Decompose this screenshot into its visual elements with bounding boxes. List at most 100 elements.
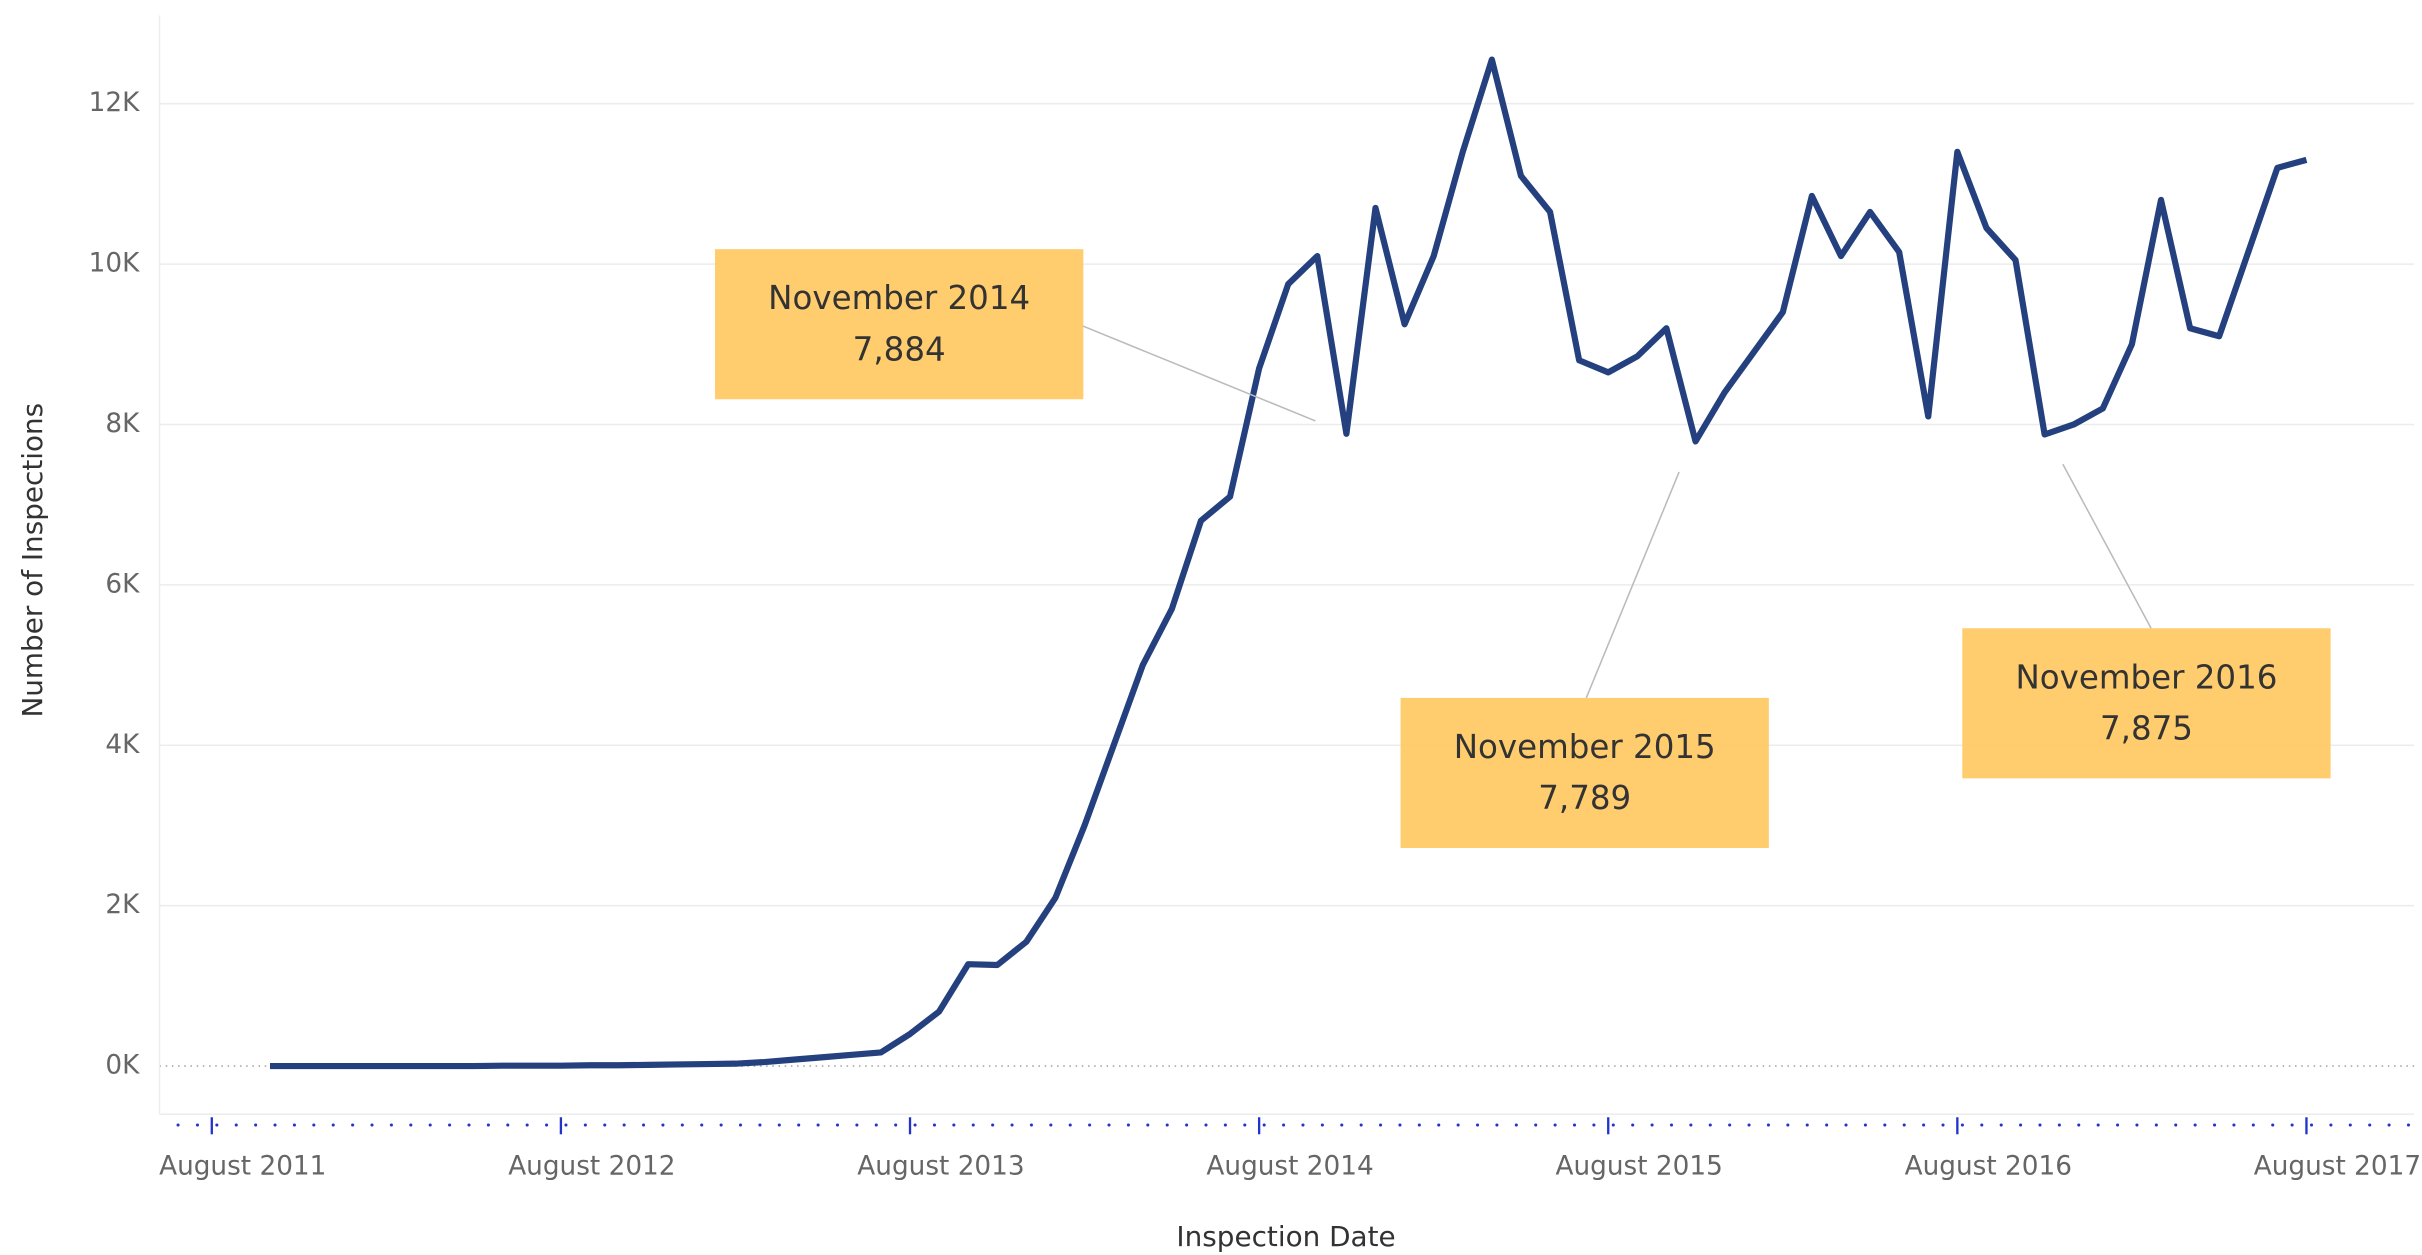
minor-tick bbox=[467, 1123, 471, 1127]
y-axis-title: Number of Inspections bbox=[16, 403, 49, 718]
minor-tick bbox=[738, 1123, 743, 1127]
minor-tick bbox=[2406, 1123, 2411, 1127]
minor-tick bbox=[2116, 1123, 2120, 1127]
minor-tick bbox=[1359, 1123, 1363, 1127]
minor-tick bbox=[1475, 1123, 1480, 1127]
minor-tick bbox=[816, 1123, 820, 1127]
minor-tick bbox=[894, 1123, 898, 1127]
minor-tick bbox=[2329, 1123, 2333, 1127]
minor-tick bbox=[389, 1123, 393, 1127]
minor-tick bbox=[991, 1123, 995, 1127]
minor-tick bbox=[448, 1123, 452, 1127]
y-tick-label: 6K bbox=[105, 569, 140, 599]
minor-tick bbox=[2077, 1123, 2081, 1127]
minor-tick bbox=[1844, 1123, 1848, 1127]
data-line bbox=[269, 56, 2308, 1070]
minor-tick bbox=[2174, 1123, 2178, 1127]
annotation-value: 7,875 bbox=[2100, 709, 2193, 747]
y-tick-label: 8K bbox=[105, 409, 140, 439]
minor-tick bbox=[1010, 1123, 1014, 1127]
x-tick-label: August 2011 bbox=[159, 1151, 326, 1181]
minor-tick bbox=[1941, 1123, 1945, 1127]
minor-tick bbox=[1514, 1123, 1518, 1127]
minor-tick bbox=[1708, 1123, 1712, 1127]
minor-tick bbox=[1805, 1123, 1809, 1127]
minor-tick bbox=[680, 1123, 684, 1127]
minor-tick bbox=[1999, 1123, 2003, 1127]
minor-tick bbox=[506, 1123, 510, 1127]
annotation-box bbox=[715, 249, 1084, 400]
minor-tick bbox=[1631, 1123, 1635, 1127]
y-tick-label: 4K bbox=[105, 730, 140, 760]
minor-tick bbox=[1398, 1123, 1402, 1127]
annotation-title: November 2016 bbox=[2015, 658, 2277, 696]
minor-tick bbox=[370, 1123, 374, 1127]
minor-tick bbox=[1611, 1123, 1615, 1127]
minor-tick bbox=[215, 1123, 219, 1127]
minor-tick bbox=[2251, 1123, 2255, 1127]
minor-tick bbox=[1572, 1123, 1577, 1127]
y-tick-label: 10K bbox=[89, 249, 140, 279]
minor-tick bbox=[583, 1123, 587, 1127]
minor-tick bbox=[913, 1123, 917, 1127]
annotation-leader bbox=[1079, 324, 1316, 422]
minor-tick bbox=[273, 1123, 277, 1127]
minor-tick bbox=[1204, 1123, 1208, 1127]
minor-tick bbox=[855, 1123, 859, 1127]
minor-tick bbox=[835, 1123, 840, 1127]
minor-tick bbox=[874, 1123, 878, 1127]
minor-tick bbox=[2038, 1123, 2042, 1127]
minor-tick bbox=[2387, 1123, 2391, 1127]
minor-tick bbox=[1088, 1123, 1092, 1127]
minor-tick bbox=[1728, 1123, 1732, 1127]
x-tick-label: August 2013 bbox=[857, 1151, 1024, 1181]
minor-tick bbox=[1786, 1123, 1790, 1127]
minor-tick bbox=[758, 1123, 762, 1127]
minor-tick bbox=[1223, 1123, 1227, 1127]
minor-tick bbox=[719, 1123, 723, 1127]
annotation-box bbox=[1400, 697, 1769, 849]
minor-tick bbox=[486, 1123, 490, 1127]
minor-tick bbox=[1922, 1123, 1926, 1127]
minor-tick bbox=[1689, 1123, 1693, 1127]
minor-tick bbox=[195, 1123, 200, 1127]
minor-tick bbox=[2154, 1123, 2158, 1127]
minor-tick bbox=[2212, 1123, 2217, 1127]
minor-tick bbox=[331, 1123, 335, 1127]
minor-tick bbox=[2232, 1123, 2236, 1127]
annotation-title: November 2015 bbox=[1454, 728, 1716, 766]
minor-tick bbox=[2290, 1123, 2294, 1127]
minor-tick bbox=[1553, 1123, 1557, 1127]
minor-tick bbox=[1592, 1123, 1596, 1127]
minor-tick bbox=[2309, 1123, 2314, 1127]
annotation-title: November 2014 bbox=[768, 279, 1030, 317]
minor-tick bbox=[2348, 1123, 2352, 1127]
minor-tick bbox=[1049, 1123, 1053, 1127]
minor-tick bbox=[545, 1123, 549, 1127]
minor-tick bbox=[1669, 1123, 1674, 1127]
x-tick-label: August 2016 bbox=[1905, 1151, 2072, 1181]
minor-tick bbox=[1883, 1123, 1887, 1127]
minor-tick bbox=[1126, 1123, 1130, 1127]
minor-tick bbox=[234, 1123, 238, 1127]
minor-tick bbox=[952, 1123, 956, 1127]
minor-tick bbox=[409, 1123, 413, 1127]
minor-tick bbox=[1165, 1123, 1169, 1127]
minor-tick bbox=[2271, 1123, 2275, 1127]
minor-tick bbox=[797, 1123, 801, 1127]
minor-tick bbox=[1262, 1123, 1266, 1127]
annotation-leader bbox=[1585, 471, 1680, 699]
minor-tick bbox=[1960, 1123, 1964, 1127]
x-tick-label: August 2015 bbox=[1556, 1151, 1723, 1181]
minor-tick bbox=[1863, 1123, 1867, 1127]
minor-tick bbox=[351, 1123, 355, 1127]
minor-tick bbox=[1185, 1123, 1189, 1127]
minor-tick bbox=[176, 1123, 180, 1127]
minor-tick bbox=[1437, 1123, 1441, 1127]
minor-tick bbox=[1379, 1123, 1383, 1127]
minor-tick bbox=[1534, 1123, 1538, 1127]
y-tick-label: 0K bbox=[105, 1051, 140, 1081]
minor-tick bbox=[1456, 1123, 1460, 1127]
minor-tick bbox=[1340, 1123, 1344, 1127]
